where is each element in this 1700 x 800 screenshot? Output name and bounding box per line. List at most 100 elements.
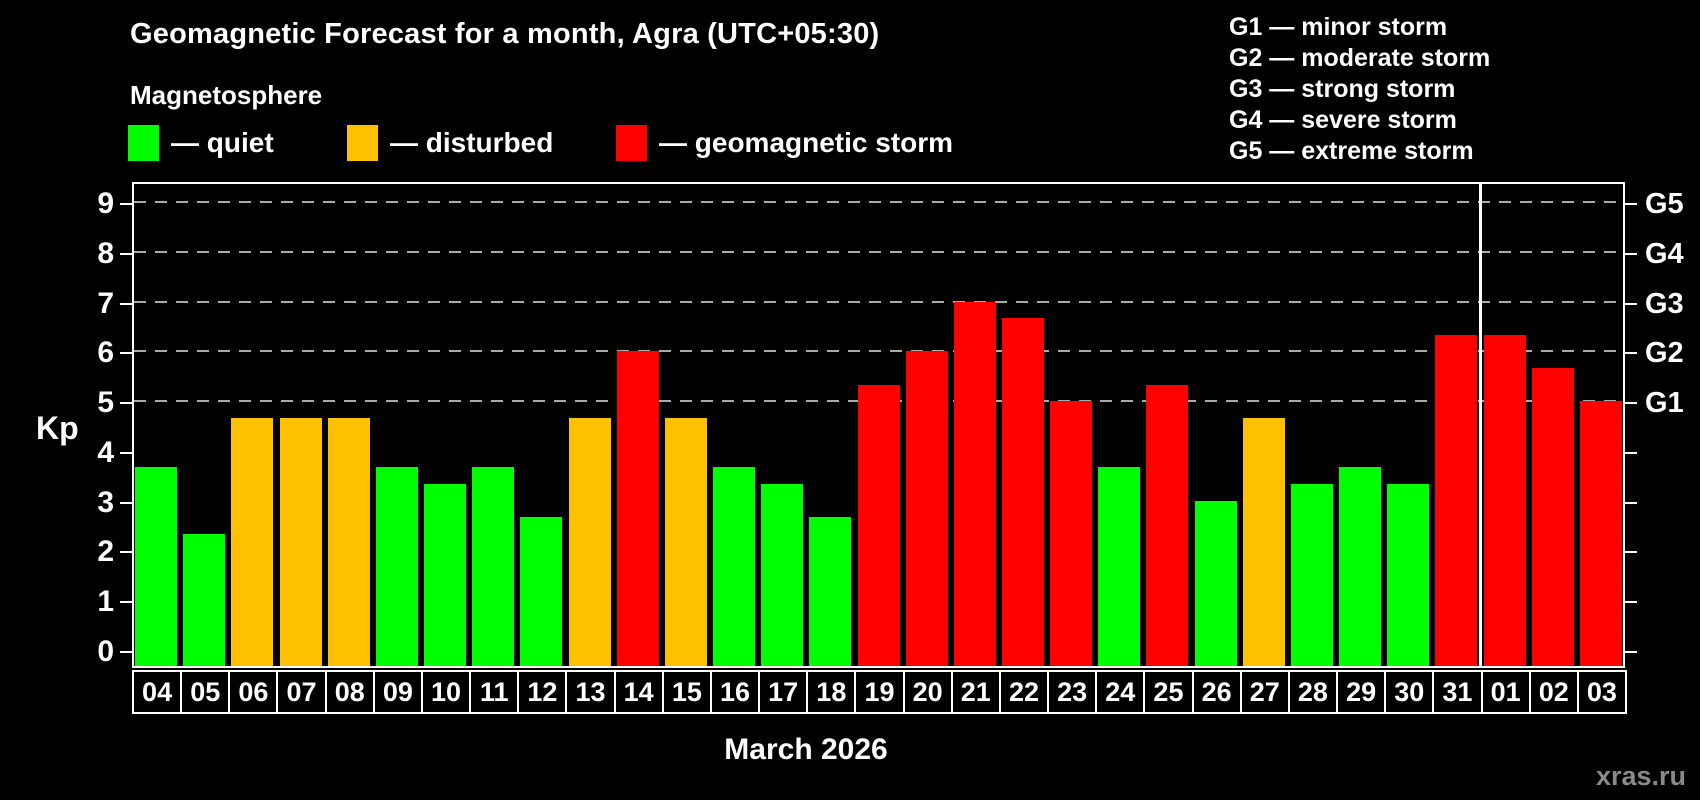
- date-box-08: 08: [324, 670, 375, 714]
- legend-swatch-storm: [616, 125, 647, 161]
- date-box-07: 07: [276, 670, 327, 714]
- y-tick-left-0: [120, 651, 132, 653]
- y-tick-left-3: [120, 501, 132, 504]
- kp-bar-27: [1242, 417, 1285, 666]
- y-tick-right-8: [1625, 252, 1637, 255]
- kp-bar-18: [809, 517, 852, 666]
- y-tick-right-3: [1625, 501, 1637, 504]
- date-box-21: 21: [950, 670, 1001, 714]
- y-tick-right-4: [1625, 451, 1637, 454]
- date-box-01: 01: [1480, 670, 1531, 714]
- legend-swatch-disturbed: [347, 125, 378, 161]
- gridline-kp8: [134, 250, 1623, 253]
- g-legend-line-3: G3 — strong storm: [1229, 75, 1456, 103]
- date-box-10: 10: [420, 670, 472, 714]
- date-box-12: 12: [517, 670, 568, 714]
- date-box-05: 05: [180, 670, 231, 714]
- y-tick-left-6: [120, 352, 132, 355]
- kp-bar-13: [568, 417, 611, 666]
- gridline-kp7: [134, 300, 1623, 303]
- y-tick-right-1: [1625, 601, 1637, 604]
- date-box-24: 24: [1095, 670, 1146, 714]
- g-scale-legend: G1 — minor storm G2 — moderate storm G3 — …: [1229, 12, 1490, 167]
- date-box-03: 03: [1576, 670, 1627, 714]
- kp-bar-26: [1194, 500, 1237, 666]
- legend-item-storm: — geomagnetic storm: [616, 124, 953, 162]
- y-tick-label-3: 3: [97, 485, 114, 519]
- kp-bar-12: [520, 517, 563, 666]
- date-box-04: 04: [132, 670, 183, 714]
- kp-bar-01: [1483, 334, 1526, 666]
- y-axis-label: Kp: [36, 410, 79, 446]
- date-box-06: 06: [228, 670, 279, 714]
- date-box-30: 30: [1384, 670, 1435, 714]
- date-box-28: 28: [1287, 670, 1339, 714]
- y-tick-left-1: [120, 601, 132, 604]
- y-tick-left-7: [120, 302, 132, 305]
- legend-item-quiet: — quiet: [128, 124, 274, 162]
- date-box-31: 31: [1432, 670, 1483, 714]
- date-box-22: 22: [998, 670, 1050, 714]
- y-tick-label-6: 6: [97, 336, 114, 370]
- gridline-kp6: [134, 350, 1623, 353]
- y-tick-right-7: [1625, 302, 1637, 305]
- g-axis-label-g3: G3: [1645, 287, 1684, 320]
- legend-item-label: — geomagnetic storm: [659, 127, 954, 158]
- g-legend-line-2: G2 — moderate storm: [1229, 44, 1491, 72]
- date-box-11: 11: [469, 670, 520, 714]
- date-box-13: 13: [565, 670, 616, 714]
- legend-item-label: — disturbed: [390, 127, 554, 158]
- kp-bar-14: [616, 351, 659, 666]
- date-box-09: 09: [372, 670, 423, 714]
- kp-bar-16: [713, 467, 756, 666]
- date-box-02: 02: [1528, 670, 1579, 714]
- y-tick-label-5: 5: [97, 386, 114, 420]
- kp-bar-25: [1146, 384, 1189, 666]
- plot-area: [132, 182, 1625, 668]
- kp-bar-28: [1290, 484, 1333, 666]
- y-tick-left-9: [120, 202, 132, 205]
- y-tick-right-0: [1625, 651, 1637, 653]
- y-tick-right-9: [1625, 202, 1637, 205]
- g-axis-label-g4: G4: [1645, 237, 1684, 270]
- kp-bar-04: [135, 467, 178, 666]
- date-box-23: 23: [1047, 670, 1098, 714]
- g-legend-line-4: G4 — severe storm: [1229, 106, 1457, 134]
- kp-bar-03: [1579, 401, 1622, 666]
- kp-bar-05: [183, 534, 226, 666]
- g-axis-label-g1: G1: [1645, 387, 1684, 420]
- chart-subtitle: Magnetosphere: [130, 80, 323, 110]
- date-box-19: 19: [854, 670, 905, 714]
- kp-bar-29: [1339, 467, 1382, 666]
- y-tick-label-9: 9: [97, 186, 114, 220]
- y-tick-left-4: [120, 451, 132, 454]
- date-box-29: 29: [1336, 670, 1387, 714]
- kp-bar-31: [1435, 334, 1478, 666]
- kp-bar-06: [231, 417, 274, 666]
- month-separator-line: [1479, 184, 1483, 666]
- kp-bar-24: [1098, 467, 1141, 666]
- kp-bar-23: [1050, 401, 1093, 666]
- kp-bar-11: [472, 467, 515, 666]
- y-tick-left-5: [120, 402, 132, 405]
- date-box-14: 14: [613, 670, 664, 714]
- g-axis-label-g2: G2: [1645, 337, 1684, 370]
- kp-bar-07: [279, 417, 322, 666]
- legend-swatch-quiet: [128, 125, 159, 161]
- gridline-kp9: [134, 200, 1623, 203]
- y-tick-label-2: 2: [97, 535, 114, 569]
- g-legend-line-1: G1 — minor storm: [1229, 13, 1448, 41]
- kp-bar-20: [905, 351, 948, 666]
- y-tick-right-5: [1625, 402, 1637, 405]
- y-tick-right-6: [1625, 352, 1637, 355]
- date-box-25: 25: [1143, 670, 1194, 714]
- date-box-18: 18: [806, 670, 857, 714]
- kp-bar-02: [1531, 367, 1574, 666]
- kp-bar-30: [1387, 484, 1430, 666]
- y-tick-label-1: 1: [97, 585, 114, 619]
- date-box-26: 26: [1191, 670, 1242, 714]
- kp-bar-22: [1001, 317, 1044, 666]
- chart-title: Geomagnetic Forecast for a month, Agra (…: [130, 18, 880, 50]
- kp-bar-21: [953, 301, 996, 666]
